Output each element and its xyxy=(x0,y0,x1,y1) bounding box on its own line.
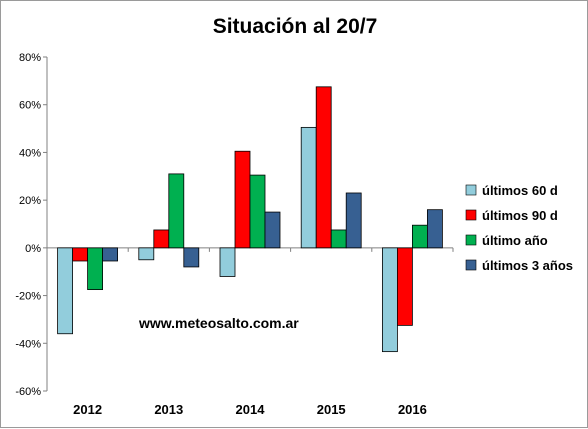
x-category-label: 2015 xyxy=(317,402,346,417)
bar xyxy=(300,126,317,249)
axes: 80% 60% 40% 20% 0% -20% -40% -60% 2012 2013 2014 20… xyxy=(15,52,454,417)
x-category-label: 2014 xyxy=(236,402,266,417)
bar xyxy=(411,224,428,249)
legend-label: últimos 90 d xyxy=(482,208,558,223)
bar xyxy=(396,247,413,326)
legend-swatch xyxy=(465,234,477,246)
bar xyxy=(138,247,155,261)
bar xyxy=(315,86,332,249)
y-tick-label: -20% xyxy=(15,291,41,303)
y-tick-label: 80% xyxy=(19,52,41,64)
y-tick-label: 20% xyxy=(19,195,41,207)
legend-label: últimos 60 d xyxy=(482,183,558,198)
y-tick-label: 0% xyxy=(25,243,41,255)
website-annotation: www.meteosalto.com.ar xyxy=(138,315,299,331)
bar xyxy=(72,247,88,262)
bar xyxy=(219,247,236,277)
y-tick-label: 60% xyxy=(19,100,41,112)
bar xyxy=(381,247,398,353)
bar xyxy=(183,247,200,268)
bar xyxy=(168,173,185,249)
y-tick-label: -40% xyxy=(15,338,41,350)
bar xyxy=(249,174,266,249)
bar xyxy=(87,247,103,291)
legend-swatch xyxy=(465,184,477,196)
bar xyxy=(330,229,347,249)
legend-swatch xyxy=(465,209,477,221)
bars xyxy=(57,86,443,353)
bar xyxy=(102,247,118,262)
legend-label: últimos 3 años xyxy=(482,258,573,273)
bar xyxy=(426,209,443,249)
legend-swatch xyxy=(465,259,477,271)
legend: últimos 60 d últimos 90 d último año último… xyxy=(465,183,573,273)
bar xyxy=(345,192,362,249)
chart-title: Situación al 20/7 xyxy=(213,15,378,38)
y-tick-label: 40% xyxy=(19,147,41,159)
bar xyxy=(57,247,73,335)
legend-label: último año xyxy=(482,233,548,248)
x-category-label: 2012 xyxy=(73,402,102,417)
x-category-label: 2013 xyxy=(154,402,183,417)
bar xyxy=(153,229,170,249)
bar xyxy=(234,150,251,249)
x-category-label: 2016 xyxy=(398,402,427,417)
y-tick-label: -60% xyxy=(15,386,41,398)
bar xyxy=(264,211,281,249)
